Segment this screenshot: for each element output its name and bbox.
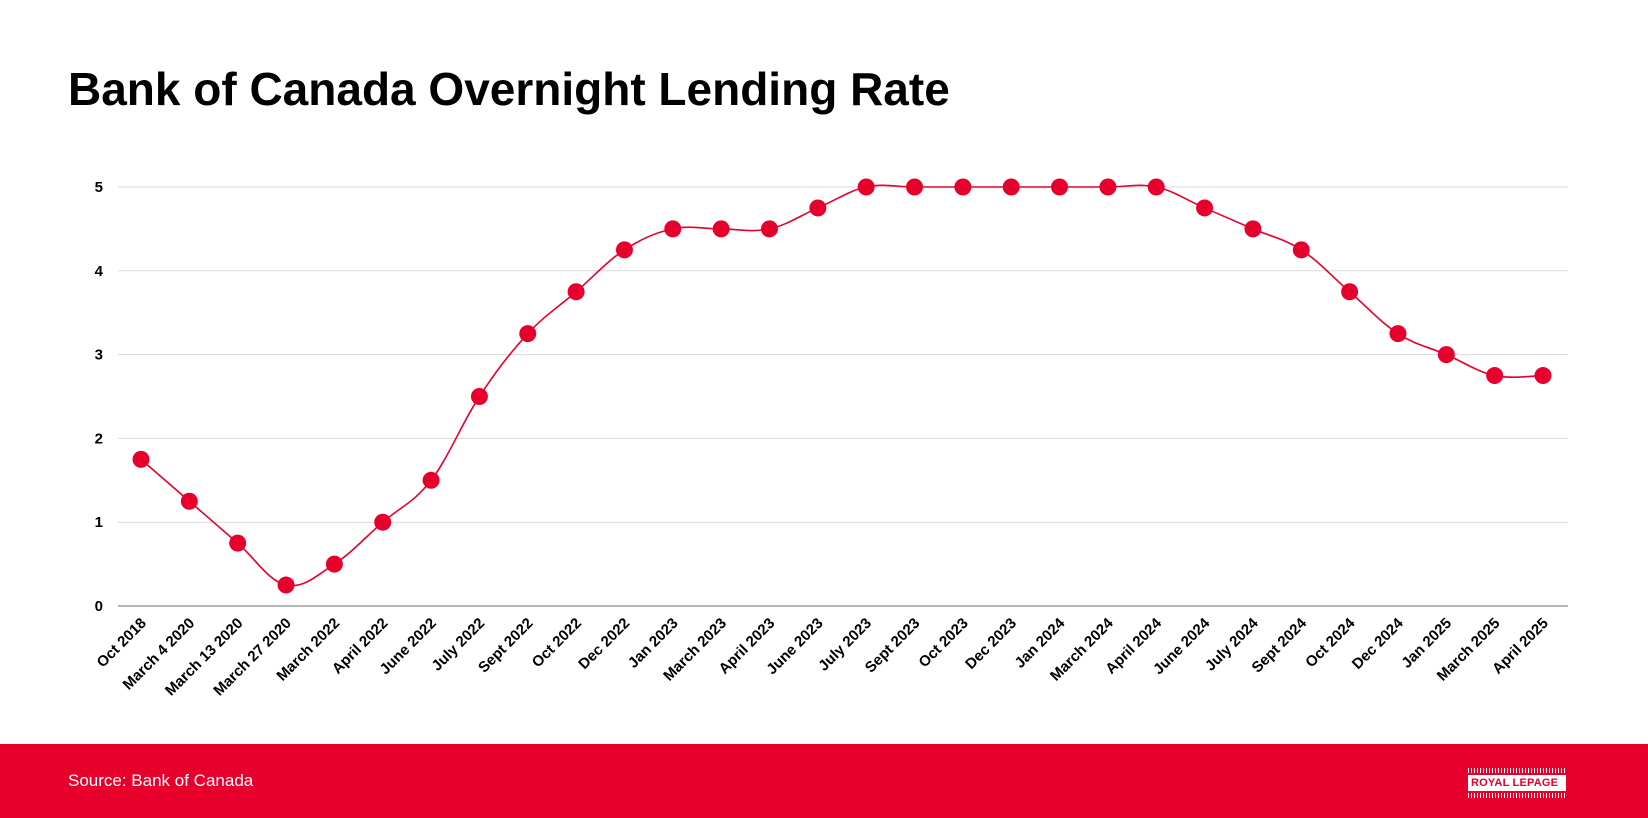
logo-stripes-top xyxy=(1468,768,1566,773)
y-tick-label-4: 4 xyxy=(95,263,104,280)
data-point-13 xyxy=(760,220,778,238)
x-tick-label: Dec 2023 xyxy=(962,615,1020,673)
data-point-3 xyxy=(277,576,295,594)
data-point-14 xyxy=(809,199,827,217)
footer-bar: Source: Bank of Canada ROYAL LEPAGE xyxy=(0,744,1648,818)
data-point-23 xyxy=(1244,220,1262,238)
series-line xyxy=(140,184,1544,587)
royal-lepage-logo: ROYAL LEPAGE xyxy=(1468,768,1566,798)
data-point-27 xyxy=(1437,346,1455,364)
logo-stripes-bottom xyxy=(1468,793,1566,798)
y-tick-label-3: 3 xyxy=(95,347,103,364)
chart-title: Bank of Canada Overnight Lending Rate xyxy=(68,63,950,115)
y-tick-label-2: 2 xyxy=(95,430,103,447)
data-point-20 xyxy=(1099,178,1117,196)
data-point-24 xyxy=(1292,241,1310,259)
source-note: Source: Bank of Canada xyxy=(68,771,254,790)
data-point-0 xyxy=(132,450,150,468)
data-point-26 xyxy=(1389,325,1407,343)
data-point-6 xyxy=(422,471,440,489)
data-point-8 xyxy=(519,325,537,343)
gridlines xyxy=(118,186,1568,607)
data-point-19 xyxy=(1051,178,1069,196)
logo-text: ROYAL LEPAGE xyxy=(1468,775,1566,791)
data-point-16 xyxy=(906,178,924,196)
x-tick-label: Dec 2024 xyxy=(1349,614,1407,672)
data-point-22 xyxy=(1196,199,1214,217)
data-point-15 xyxy=(857,178,875,196)
y-tick-label-5: 5 xyxy=(95,179,103,196)
data-point-2 xyxy=(229,534,247,552)
data-point-9 xyxy=(567,283,585,301)
y-tick-label-1: 1 xyxy=(95,514,103,531)
data-point-28 xyxy=(1486,367,1504,385)
data-points xyxy=(132,178,1552,594)
rate-line xyxy=(140,184,1544,587)
data-point-29 xyxy=(1534,367,1552,385)
y-axis-ticks: 0 1 2 3 4 5 xyxy=(95,179,104,615)
data-point-12 xyxy=(712,220,730,238)
data-point-7 xyxy=(470,388,488,405)
data-point-17 xyxy=(954,178,972,196)
data-point-11 xyxy=(664,220,682,238)
data-point-5 xyxy=(374,513,392,531)
data-point-18 xyxy=(1002,178,1020,196)
data-point-10 xyxy=(615,241,633,259)
data-point-21 xyxy=(1147,178,1165,196)
y-tick-label-0: 0 xyxy=(95,598,103,615)
data-point-25 xyxy=(1341,283,1359,301)
x-tick-label: Dec 2022 xyxy=(575,615,633,673)
data-point-4 xyxy=(325,555,343,573)
data-point-1 xyxy=(180,492,198,510)
